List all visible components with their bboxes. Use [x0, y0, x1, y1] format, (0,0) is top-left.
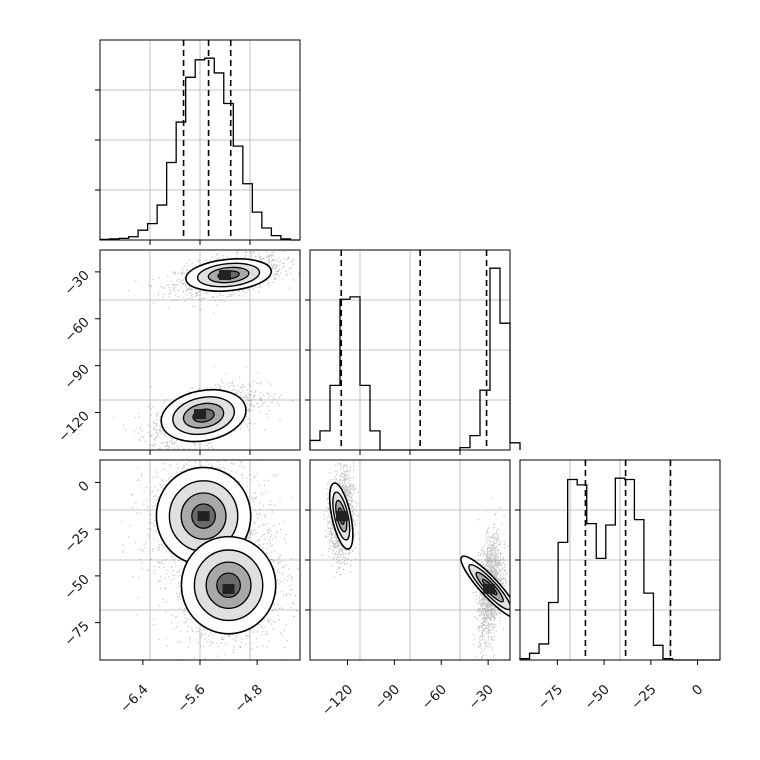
density-peak: [194, 409, 206, 420]
density-peak: [197, 511, 210, 522]
scatter-points: [113, 250, 300, 450]
x-tick-label: −6.4: [117, 682, 151, 716]
density-area: [113, 250, 300, 450]
hist-p3: −75 −50 −25 0: [515, 459, 721, 713]
x-tick-label: −4.8: [231, 682, 265, 716]
y-tick-label: −90: [61, 361, 92, 392]
density-peak: [222, 583, 235, 594]
density-area: [121, 460, 300, 660]
y-tick-label: −120: [55, 408, 93, 446]
x-tick-label: −50: [581, 682, 612, 713]
x-tick-label: −5.6: [174, 682, 208, 716]
panel-frame: [519, 459, 721, 661]
y-tick-label: −60: [61, 314, 92, 345]
histogram-step: [99, 57, 300, 241]
x-tick-label: −75: [535, 682, 566, 713]
hist-p1: [95, 39, 301, 245]
y-tick-label: −50: [61, 571, 92, 602]
x-tick-label: −60: [419, 682, 450, 713]
scatter-p2-p3: −120 −90 −60 −30: [305, 459, 511, 720]
density-peak: [219, 270, 231, 280]
panel-frame: [99, 39, 301, 241]
x-tick-label: −120: [319, 682, 357, 720]
scatter-p1-p2: −30 −60 −90 −120: [55, 249, 301, 455]
density-peak: [482, 583, 495, 594]
hist-p2: [305, 249, 521, 455]
histogram-step: [519, 477, 721, 661]
panel-frame: [99, 459, 301, 661]
panel-frame: [309, 459, 511, 661]
density-area: [321, 462, 510, 660]
x-tick-label: −90: [372, 682, 403, 713]
x-tick-label: −30: [465, 682, 496, 713]
panel-frame: [99, 249, 301, 451]
y-tick-label: −75: [61, 618, 92, 649]
density-peak: [336, 511, 349, 522]
y-tick-label: −30: [61, 267, 92, 298]
scatter-p1-p3: 0 −25 −50 −75 −6.4 −5.6 −4.8: [61, 459, 301, 716]
x-tick-label: −25: [628, 682, 659, 713]
x-tick-label: 0: [689, 682, 706, 699]
scatter-points: [321, 462, 510, 660]
y-tick-label: 0: [75, 478, 92, 495]
y-tick-label: −25: [61, 525, 92, 556]
panel-frame: [309, 249, 511, 451]
